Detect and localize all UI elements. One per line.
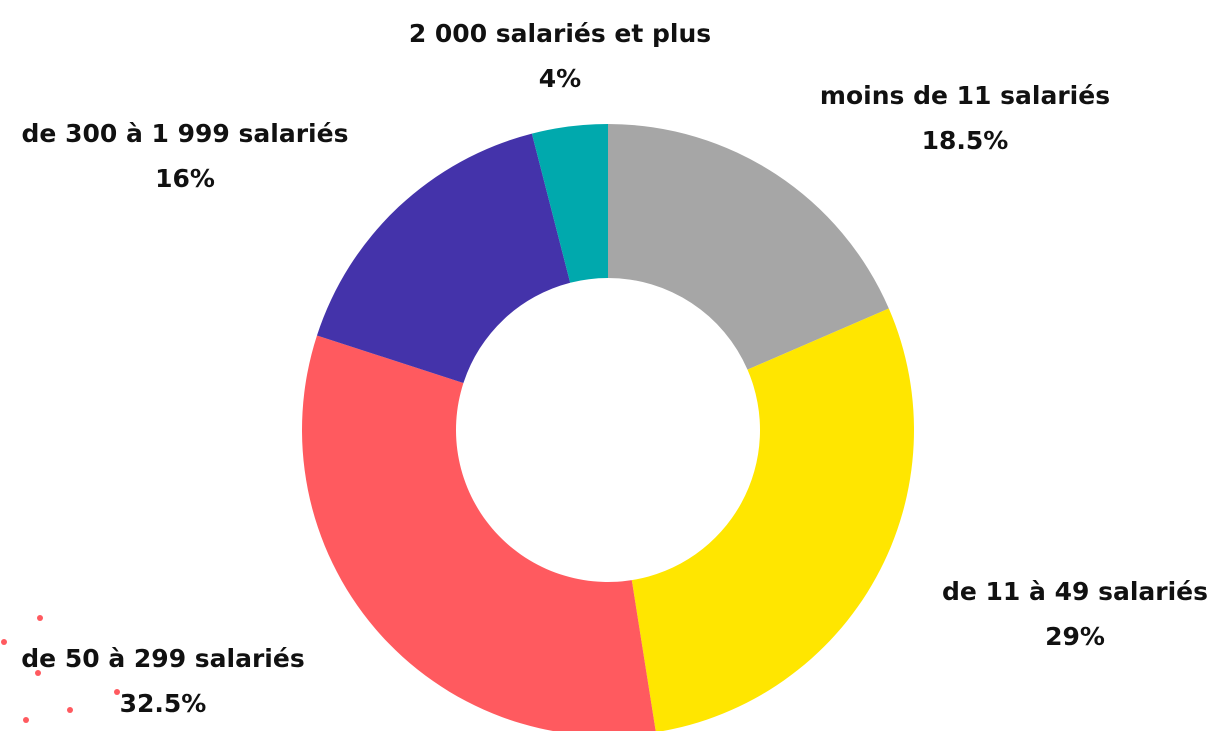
slice-label: de 300 à 1 999 salariés (22, 119, 349, 148)
slice-label: de 11 à 49 salariés (942, 577, 1208, 606)
donut-slice (316, 133, 571, 384)
slice-value-label: 16% (155, 164, 215, 193)
slice-label: de 50 à 299 salariés (21, 644, 304, 673)
decoration-dots (1, 615, 120, 723)
slice-label: 2 000 salariés et plus (409, 19, 711, 48)
slice-value-label: 18.5% (922, 126, 1009, 155)
slice-value-label: 32.5% (120, 689, 207, 718)
donut-slice (531, 124, 608, 283)
slice-value-label: 29% (1045, 622, 1105, 651)
slice-label: moins de 11 salariés (820, 81, 1110, 110)
donut-slice (608, 124, 889, 370)
donut-slice (631, 308, 914, 731)
slice-value-label: 4% (539, 64, 581, 93)
donut-slice (302, 335, 656, 731)
